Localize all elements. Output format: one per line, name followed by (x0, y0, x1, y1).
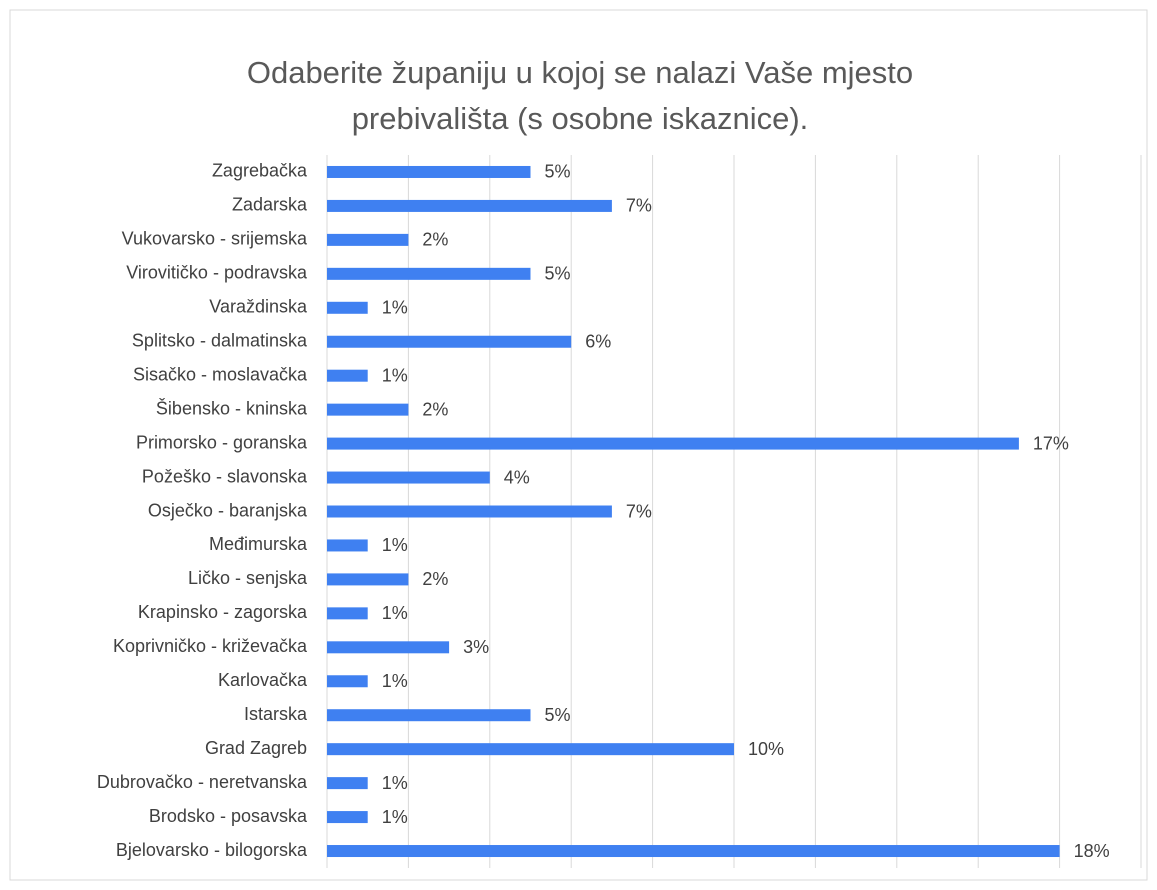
bar (327, 539, 368, 552)
y-tick-label: Sisačko - moslavačka (133, 364, 308, 384)
data-label: 3% (463, 637, 489, 657)
y-tick-label: Bjelovarsko - bilogorska (116, 840, 308, 860)
data-label: 1% (382, 603, 408, 623)
bar (327, 709, 531, 722)
bar (327, 267, 531, 280)
y-tick-label: Požeško - slavonska (142, 466, 308, 486)
data-label: 2% (422, 230, 448, 250)
data-label: 7% (626, 196, 652, 216)
data-label: 2% (422, 399, 448, 419)
y-tick-label: Koprivničko - križevačka (113, 636, 308, 656)
data-label: 1% (382, 535, 408, 555)
data-label: 1% (382, 365, 408, 385)
data-label: 1% (382, 298, 408, 318)
data-label: 18% (1074, 841, 1110, 861)
bar (327, 573, 409, 586)
y-tick-label: Istarska (244, 704, 308, 724)
bar (327, 743, 734, 756)
bar (327, 301, 368, 314)
bar (327, 675, 368, 688)
chart-title: Odaberite županiju u kojoj se nalazi Vaš… (246, 55, 914, 136)
data-label: 1% (382, 807, 408, 827)
data-label: 10% (748, 739, 784, 759)
bar (327, 369, 368, 382)
y-tick-label: Ličko - senjska (188, 568, 308, 588)
y-tick-label: Karlovačka (218, 670, 308, 690)
bar (327, 437, 1019, 450)
data-label: 2% (422, 569, 448, 589)
data-label: 4% (504, 467, 530, 487)
bar (327, 233, 409, 246)
y-tick-label: Šibensko - kninska (156, 397, 308, 418)
bar (327, 845, 1060, 858)
y-tick-label: Međimurska (209, 534, 308, 554)
bar (327, 165, 531, 178)
data-label: 5% (545, 705, 571, 725)
data-label: 5% (545, 264, 571, 284)
y-tick-label: Dubrovačko - neretvanska (97, 772, 308, 792)
bar (327, 811, 368, 824)
y-tick-label: Osječko - baranjska (148, 500, 308, 520)
y-tick-label: Krapinsko - zagorska (138, 602, 308, 622)
y-tick-label: Grad Zagreb (205, 738, 307, 758)
y-tick-label: Zagrebačka (212, 161, 308, 181)
y-tick-label: Vukovarsko - srijemska (122, 229, 308, 249)
bar (327, 335, 572, 348)
y-tick-label: Varaždinska (209, 297, 308, 317)
bar (327, 199, 612, 212)
bar (327, 777, 368, 790)
bar (327, 403, 409, 416)
data-label: 5% (545, 162, 571, 182)
data-label: 17% (1033, 433, 1069, 453)
y-tick-label: Primorsko - goranska (136, 432, 308, 452)
y-tick-label: Brodsko - posavska (149, 806, 308, 826)
y-tick-label: Virovitičko - podravska (126, 263, 308, 283)
y-tick-label: Splitsko - dalmatinska (132, 330, 308, 350)
bar (327, 607, 368, 620)
bar (327, 505, 612, 518)
bar (327, 641, 450, 654)
bar (327, 471, 490, 484)
data-label: 1% (382, 773, 408, 793)
data-label: 6% (585, 331, 611, 351)
y-tick-label: Zadarska (232, 195, 308, 215)
data-label: 7% (626, 501, 652, 521)
data-label: 1% (382, 671, 408, 691)
